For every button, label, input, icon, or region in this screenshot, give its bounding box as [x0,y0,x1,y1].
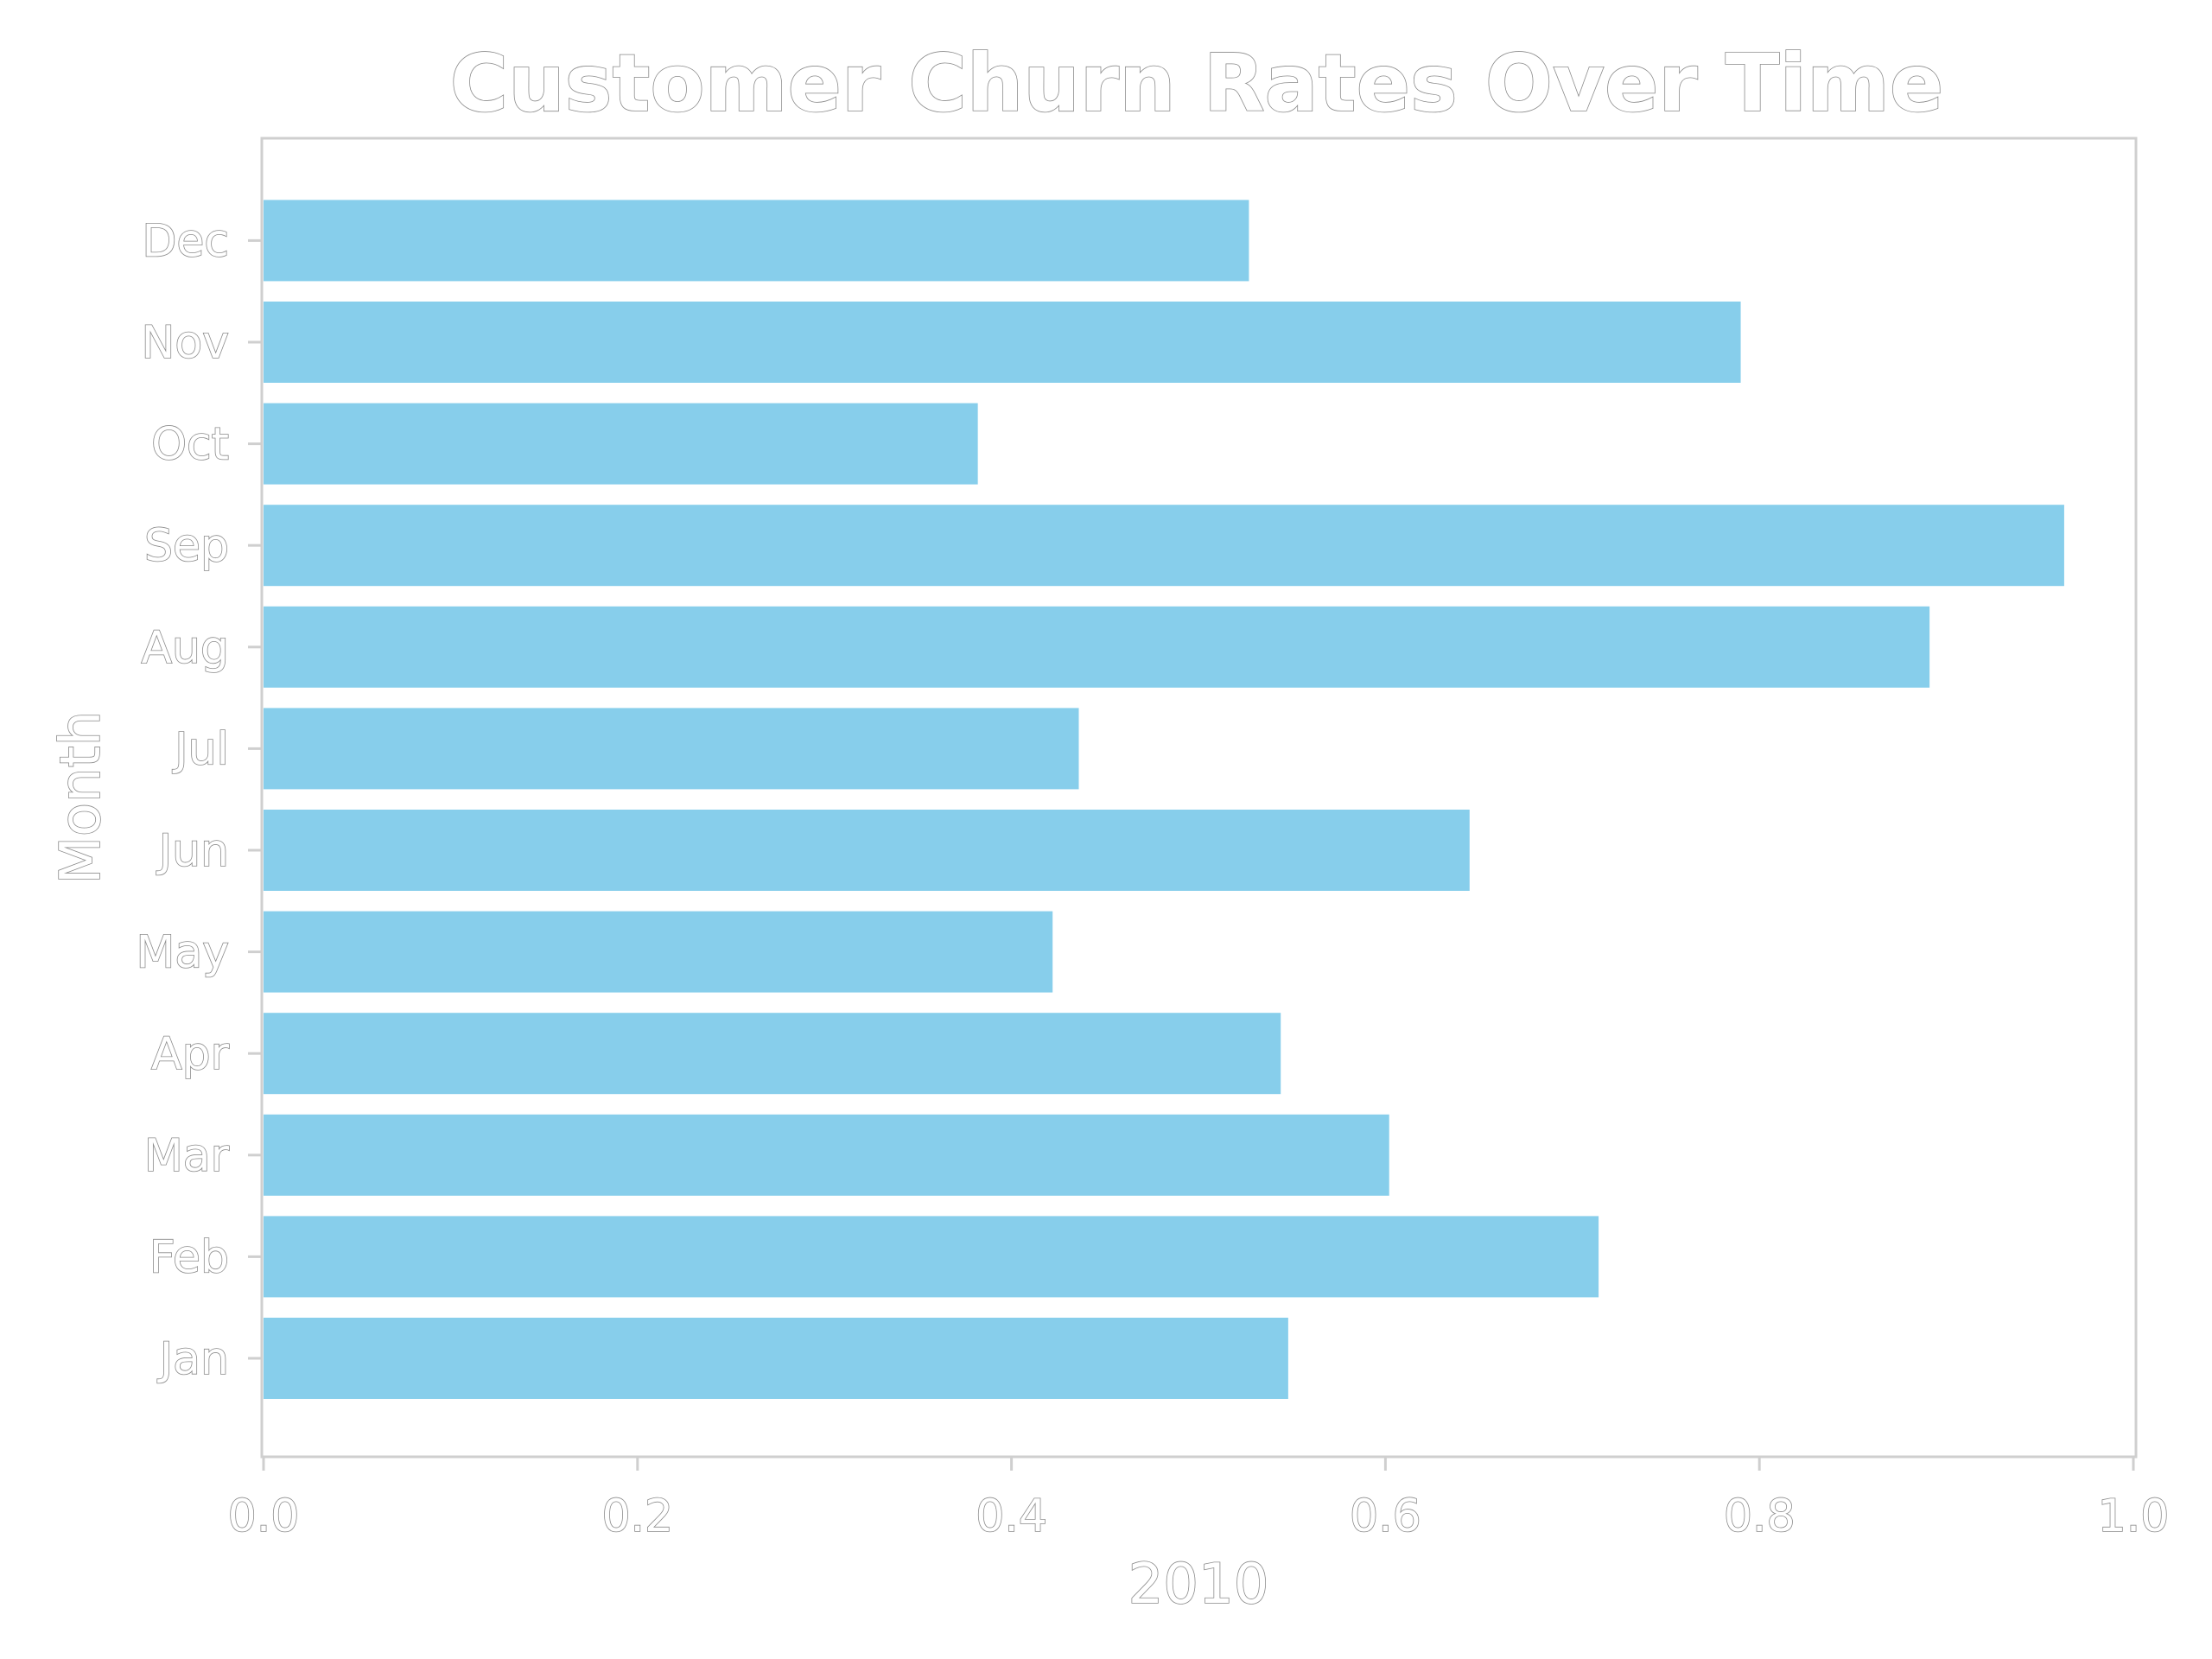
y-tick-label: Oct [151,419,229,471]
x-tick-label: 0.8 [1724,1491,1796,1542]
y-tick-label: Dec [142,215,229,267]
x-tick-label: 0.6 [1350,1491,1421,1542]
bar-jun [264,810,1470,891]
bar-nov [264,302,1741,383]
plot-frame [260,137,2138,1459]
chart-title: Customer Churn Rates Over Time [450,37,1944,130]
bar-oct [264,403,978,485]
y-tick-label: Jun [156,825,229,877]
bar-feb [264,1216,1599,1298]
y-tick-label: Sep [144,520,229,572]
x-axis-label: 2010 [1128,1553,1269,1617]
x-tick-label: 1.0 [2098,1491,2170,1542]
x-tick-label: 0.2 [601,1491,673,1542]
bar-jul [264,708,1079,790]
bar-jan [264,1318,1288,1399]
y-tick-label: Nov [142,317,230,369]
bar-mar [264,1114,1389,1196]
y-axis-ticks: Jan Feb Mar Apr May Jun Jul Aug Sep Oct Nov Dec [136,215,262,1386]
x-tick-label: 0.0 [228,1491,300,1542]
y-tick-label: Jul [172,723,229,775]
bar-sep [264,505,2064,587]
y-tick-label: Apr [151,1028,230,1080]
x-tick-label: 0.4 [976,1491,1047,1542]
bar-aug [264,606,1930,688]
bar-dec [264,200,1249,282]
bar-may [264,911,1053,993]
x-axis-ticks: 0.0 0.2 0.4 0.6 0.8 1.0 [227,1457,2170,1543]
y-tick-label: Feb [149,1231,229,1283]
y-axis-label: Month [49,711,113,885]
y-tick-label: May [136,927,229,979]
bar-apr [264,1013,1281,1095]
bars-group [264,200,2064,1399]
y-tick-label: Aug [141,622,229,674]
y-tick-label: Jan [157,1333,229,1385]
y-tick-label: Mar [144,1130,230,1182]
